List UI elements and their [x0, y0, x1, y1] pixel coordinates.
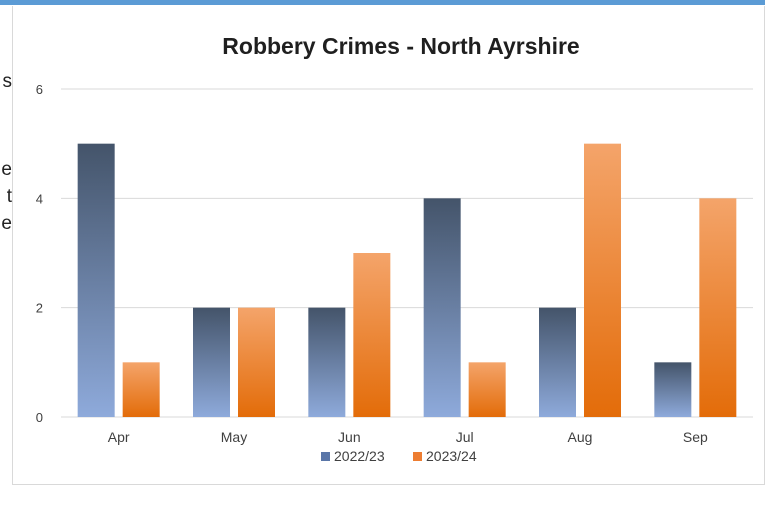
legend-label: 2022/23	[334, 448, 385, 464]
bar-series-2-jul	[468, 362, 506, 417]
bar-series-1-sep	[654, 362, 692, 417]
text-fragment: e	[1, 159, 12, 180]
text-fragment: e	[1, 213, 12, 234]
bar-series-2-sep	[699, 198, 737, 417]
x-tick-label: May	[221, 429, 247, 445]
bar-series-1-aug	[539, 307, 576, 417]
bar-series-2-apr	[122, 362, 160, 417]
x-tick-label: Apr	[108, 429, 130, 445]
text-fragment: s	[2, 71, 13, 92]
y-tick-label: 2	[36, 301, 43, 316]
bar-series-2-jun	[353, 253, 391, 417]
left-document-text-fragment: s e t e	[0, 0, 12, 506]
legend-label: 2023/24	[426, 448, 477, 464]
bar-series-2-aug	[584, 143, 621, 417]
x-tick-label: Sep	[683, 429, 708, 445]
y-tick-label: 4	[36, 191, 43, 206]
bar-series-1-apr	[77, 143, 115, 417]
top-border-rule	[0, 0, 765, 5]
y-tick-label: 0	[36, 410, 43, 425]
x-tick-label: Jul	[456, 429, 474, 445]
bars	[77, 143, 737, 417]
bar-chart: Robbery Crimes - North Ayrshire 0 2 4 6 Apr M…	[36, 33, 753, 464]
legend-swatch	[321, 452, 330, 461]
bar-series-1-jun	[308, 307, 346, 417]
legend: 2022/23 2023/24	[321, 448, 477, 464]
legend-swatch	[413, 452, 422, 461]
text-fragment: t	[6, 186, 12, 207]
chart-title: Robbery Crimes - North Ayrshire	[222, 33, 579, 59]
bar-series-1-may	[193, 307, 230, 417]
bar-series-2-may	[238, 307, 275, 417]
x-tick-label: Jun	[338, 429, 361, 445]
x-tick-label: Aug	[568, 429, 593, 445]
chart-container[interactable]: Robbery Crimes - North Ayrshire 0 2 4 6 Apr M…	[12, 6, 765, 485]
axis-labels: 0 2 4 6 Apr May Jun Jul Aug Sep	[36, 82, 708, 445]
gridlines	[61, 88, 753, 418]
y-tick-label: 6	[36, 82, 43, 97]
bar-series-1-jul	[423, 198, 461, 417]
